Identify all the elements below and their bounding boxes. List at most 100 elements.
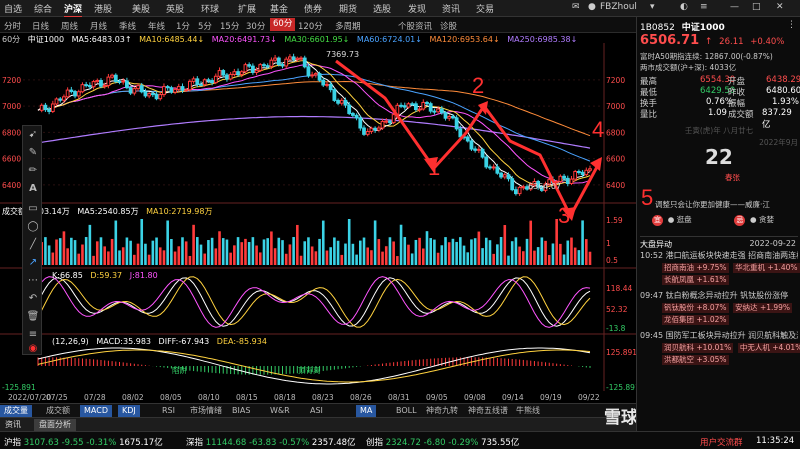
indicator-tab-13[interactable]: 牛熊线 [516,406,540,415]
indicator-tab-12[interactable]: 神奇五线谱 [468,406,508,415]
period-tab-6[interactable]: 1分 [176,22,190,32]
indicator-tab-9[interactable]: MA [356,405,377,417]
pointer-icon[interactable]: ➹ [28,129,38,140]
index-cy[interactable]: 创指 2324.72 -6.80 -0.29% 735.55亿 [366,438,520,448]
price-tick-left: 7200 [2,76,21,85]
indicator-tab-4[interactable]: RSI [162,406,175,415]
avatar[interactable]: ● [588,2,596,12]
username[interactable]: FBZhoul [600,2,637,12]
nav-item-8[interactable]: 基金 [270,5,289,15]
news-tag[interactable]: 招商南油 +9.75% [662,263,729,273]
nav-item-13[interactable]: 资讯 [442,5,461,15]
more-tools-icon[interactable]: ⋯ [28,275,38,286]
undo-icon[interactable]: ↶ [28,293,38,304]
info-tab-1[interactable]: 盘面分析 [34,419,76,431]
indicator-tab-6[interactable]: BIAS [232,406,251,415]
list-icon[interactable]: ≡ [28,329,38,340]
nav-item-5[interactable]: 英股 [166,5,185,15]
news-tag[interactable]: 龙佰集团 +1.02% [662,315,729,325]
pencil-icon[interactable]: ✏ [28,165,38,176]
nav-item-9[interactable]: 债券 [304,5,323,15]
nav-item-10[interactable]: 期货 [339,5,358,15]
delete-icon[interactable]: 🗑 [26,311,40,322]
rectangle-icon[interactable]: ▭ [28,203,38,214]
period-tab-1[interactable]: 日线 [32,22,50,32]
period-tab-11[interactable]: 120分 [298,22,323,32]
bell-icon[interactable]: ✉ [572,2,580,12]
nav-item-12[interactable]: 发现 [408,5,427,15]
news-item-2[interactable]: 09:45 国防军工板块异动拉升 润贝航科触及涨停 润贝航科 +10.01% 中… [640,330,800,365]
period-tab-7[interactable]: 5分 [198,22,212,32]
candle-body [136,85,140,90]
brush-icon[interactable]: ✎ [28,147,38,158]
close-icon[interactable]: ✕ [776,2,784,12]
index-sz[interactable]: 深指 11144.68 -63.83 -0.57% 2357.48亿 [186,438,356,448]
menu-icon[interactable]: ≡ [700,2,708,12]
dropdown-icon[interactable]: ▾ [650,2,655,12]
volume-bar [77,253,81,265]
news-tag[interactable]: 安纳达 +1.99% [733,303,793,313]
nav-item-4[interactable]: 美股 [132,5,151,15]
period-tab-0[interactable]: 分时 [4,22,22,32]
indicator-tab-3[interactable]: KDJ [118,405,140,417]
candle-body [73,91,77,97]
minimize-icon[interactable]: — [730,2,739,12]
indicator-tab-10[interactable]: BOLL [396,406,417,415]
index-sh[interactable]: 沪指 3107.63 -9.55 -0.31% 1675.17亿 [4,438,163,448]
candle-body [195,78,200,85]
news-tag[interactable]: 华北重机 +1.40% [733,263,800,273]
period-tab-8[interactable]: 15分 [220,22,240,32]
nav-item-7[interactable]: 扩展 [238,5,257,15]
indicator-tab-11[interactable]: 神奇九转 [426,406,458,415]
arrow-line-icon[interactable]: ↗ [28,257,38,268]
indicator-tab-7[interactable]: W&R [270,406,290,415]
nav-item-1[interactable]: 综合 [34,5,53,15]
indicator-tab-0[interactable]: 成交量 [0,405,32,417]
period-tab-14[interactable]: 诊股 [440,22,458,32]
news-tag[interactable]: 钒钛股份 +8.07% [662,303,729,313]
period-tab-4[interactable]: 季线 [119,22,137,32]
period-tab-13[interactable]: 个股资讯 [398,22,433,32]
date-tick: 09/05 [426,393,448,402]
news-tag[interactable]: 润贝航科 +10.01% [662,343,734,353]
candle-body [339,99,344,104]
user-group-link[interactable]: 用户交流群 [700,438,743,448]
candle-body [154,93,159,100]
relation-1[interactable]: 富时A50期指连续: 12867.00(-0.87%) [640,52,773,61]
text-tool-icon[interactable]: A [29,183,37,194]
period-tab-3[interactable]: 月线 [90,22,108,32]
volume-bar [262,239,266,265]
nav-item-3[interactable]: 港股 [94,5,113,15]
indicator-tab-5[interactable]: 市场情绪 [190,406,222,415]
volume-bar [496,244,499,265]
period-tab-5[interactable]: 年线 [148,22,166,32]
line-icon[interactable]: ╱ [29,239,37,250]
period-tab-2[interactable]: 周线 [61,22,79,32]
news-tag[interactable]: 中无人机 +4.01% [737,343,800,353]
nav-item-6[interactable]: 环球 [201,5,220,15]
volume-bar [425,231,429,265]
news-item-0[interactable]: 10:52 港口航运板块快速走强 招商南油两连板涨停 招商南油 +9.75% 华… [640,250,800,285]
period-tab-12[interactable]: 多周期 [335,22,361,32]
indicator-tab-8[interactable]: ASI [310,406,323,415]
info-tab-0[interactable]: 资讯 [5,420,21,429]
nav-item-0[interactable]: 自选 [4,5,23,15]
period-tab-10[interactable]: 60分 [270,18,296,31]
nav-item-14[interactable]: 交易 [476,5,495,15]
news-tag[interactable]: 长航凤凰 +1.61% [662,275,729,285]
ellipse-icon[interactable]: ◯ [27,221,39,232]
indicator-tab-2[interactable]: MACD [80,405,112,417]
more-icon[interactable]: ⋮ [787,20,796,30]
record-icon[interactable]: ◉ [28,343,38,354]
news-item-1[interactable]: 09:47 钛白粉概念异动拉升 钒钛股份涨停 钒钛股份 +8.07% 安纳达 +… [640,290,798,325]
maximize-icon[interactable]: □ [752,2,761,12]
nav-item-11[interactable]: 选股 [373,5,392,15]
skin-icon[interactable]: ◐ [680,2,688,12]
chart-svg: 1 2 3 4 7369.73 6364.07 6400 6400 6600 6600… [0,43,636,402]
relation-2[interactable]: 两市成交额(沪+深): 4033亿 [640,63,737,72]
nav-item-2[interactable]: 沪深 [64,2,83,18]
kline-chart-area[interactable]: 60分 中证1000 MA5:6483.03↑ MA10:6485.44↓ MA… [0,33,636,403]
news-tag[interactable]: 洪都航空 +3.05% [662,355,729,365]
period-tab-9[interactable]: 30分 [246,22,266,32]
indicator-tab-1[interactable]: 成交额 [46,406,70,415]
